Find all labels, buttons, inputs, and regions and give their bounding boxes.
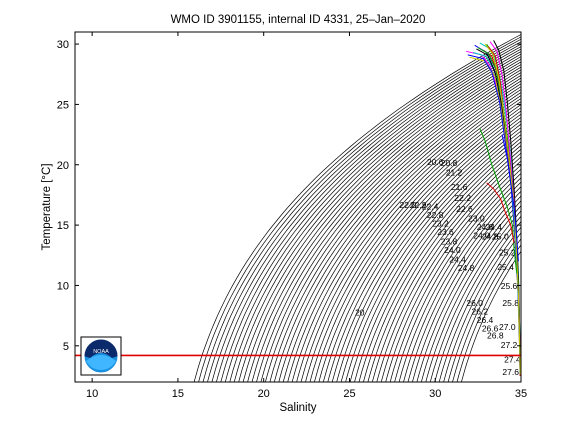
contour-label: 27.6 bbox=[502, 367, 519, 377]
chart-title: WMO ID 3901155, internal ID 4331, 25–Jan… bbox=[171, 14, 426, 26]
plot-area bbox=[75, 32, 521, 382]
x-axis-label: Salinity bbox=[279, 402, 316, 414]
y-tick-label: 5 bbox=[63, 341, 69, 353]
y-tick-label: 15 bbox=[57, 220, 69, 232]
x-tick-label: 15 bbox=[172, 388, 184, 400]
contour-label: 24.0 bbox=[444, 245, 461, 255]
contour-label: 25.4 bbox=[497, 262, 514, 272]
contour-label: 20.8 bbox=[441, 158, 458, 168]
contour-label: 21.2 bbox=[446, 168, 463, 178]
contour-label: 25.6 bbox=[501, 281, 518, 291]
y-tick-label: 25 bbox=[57, 99, 69, 111]
contour-label: 23.6 bbox=[437, 227, 454, 237]
y-tick-label: 30 bbox=[57, 39, 69, 51]
contour-label: 25.0 bbox=[492, 232, 509, 242]
y-tick-label: 20 bbox=[57, 160, 69, 172]
contour-label: 25.8 bbox=[502, 298, 519, 308]
x-tick-label: 35 bbox=[515, 388, 527, 400]
contour-label: 27.0 bbox=[499, 322, 516, 332]
x-tick-label: 30 bbox=[429, 388, 441, 400]
x-tick-label: 25 bbox=[343, 388, 355, 400]
logo-text: NOAA bbox=[93, 349, 109, 355]
contour-label: 24.8 bbox=[458, 263, 475, 273]
x-tick-label: 20 bbox=[258, 388, 270, 400]
contour-label: 25.2 bbox=[499, 247, 516, 257]
contour-label: 22.2 bbox=[454, 193, 471, 203]
noaa-logo-icon: NOAA bbox=[81, 337, 121, 375]
contour-label: 21.6 bbox=[451, 182, 468, 192]
contour-label: 20 bbox=[355, 308, 365, 318]
y-axis-label: Temperature [°C] bbox=[41, 163, 53, 250]
contour-label: 22.6 bbox=[456, 204, 473, 214]
contour-label: 27.2 bbox=[501, 340, 518, 350]
y-tick-label: 10 bbox=[57, 280, 69, 292]
x-tick-label: 10 bbox=[86, 388, 98, 400]
